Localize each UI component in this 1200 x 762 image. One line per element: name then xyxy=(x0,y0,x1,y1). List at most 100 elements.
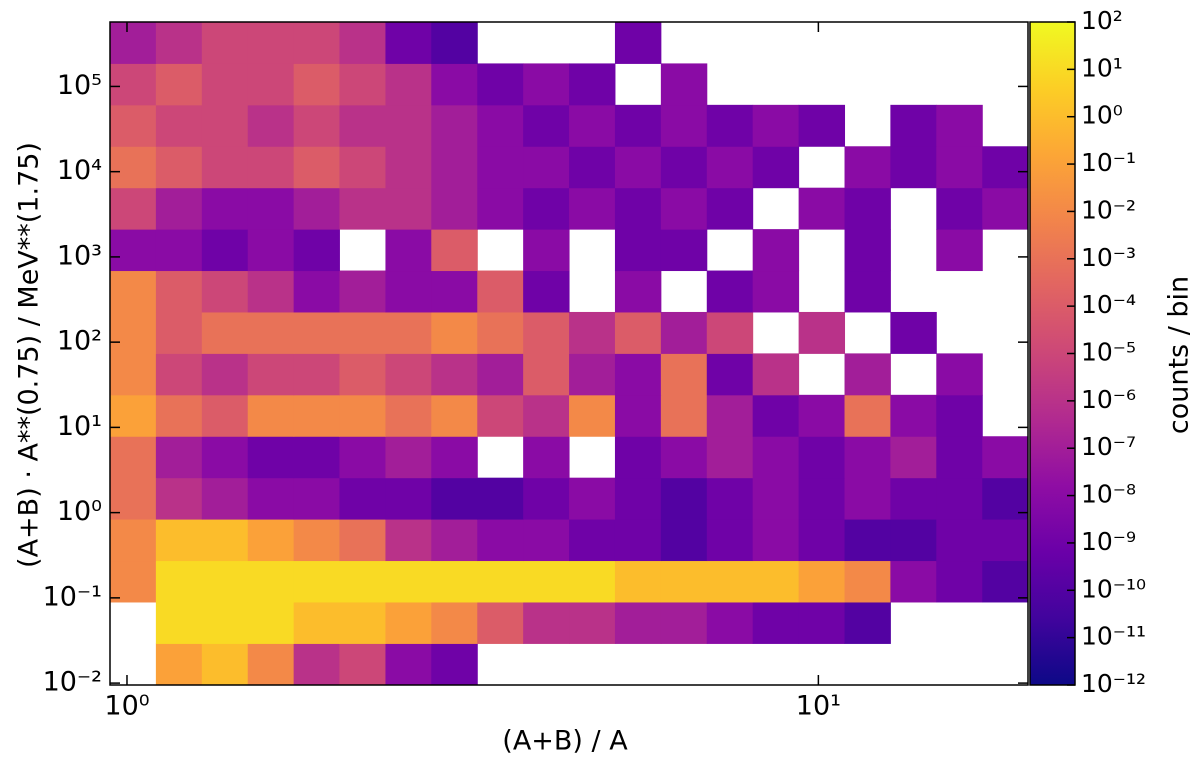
heatmap-cell xyxy=(523,146,570,189)
heatmap-cell xyxy=(936,104,983,147)
heatmap-cell xyxy=(890,104,937,147)
heatmap-cell xyxy=(706,394,754,437)
heatmap-cell xyxy=(982,436,1029,479)
heatmap-cell xyxy=(569,394,616,437)
heatmap-cell xyxy=(614,104,662,147)
heatmap-cell xyxy=(660,311,708,354)
heatmap-cell xyxy=(247,229,295,272)
heatmap-cell xyxy=(523,63,570,106)
heatmap-cell xyxy=(385,477,432,520)
x-tick-label: 10⁰ xyxy=(104,691,149,722)
heatmap-cell xyxy=(155,146,203,189)
heatmap-cell xyxy=(844,601,891,644)
heatmap-cell xyxy=(155,270,203,313)
heatmap-cell xyxy=(201,436,249,479)
heatmap-cell xyxy=(752,560,800,603)
heatmap-cell xyxy=(110,353,157,396)
heatmap-cell xyxy=(293,104,340,147)
heatmap-cell xyxy=(706,601,754,644)
plot-frame xyxy=(109,21,1029,686)
heatmap-cell xyxy=(844,353,891,396)
heatmap-cell xyxy=(890,146,937,189)
y-tick-label: 10⁵ xyxy=(57,70,102,101)
heatmap-cell xyxy=(293,477,340,520)
heatmap-cell xyxy=(523,477,570,520)
heatmap-cell xyxy=(660,187,708,230)
heatmap-cell xyxy=(339,311,386,354)
heatmap-cell xyxy=(247,394,295,437)
heatmap-cell xyxy=(431,22,478,64)
heatmap-cell xyxy=(798,311,846,354)
heatmap-cell xyxy=(110,63,157,106)
colorbar-tick-label: 10⁻¹² xyxy=(1081,669,1146,698)
heatmap-cell xyxy=(293,270,340,313)
y-tick-label: 10⁰ xyxy=(57,496,102,527)
heatmap-cell xyxy=(752,229,800,272)
heatmap-cell xyxy=(660,353,708,396)
heatmap-cell xyxy=(844,229,891,272)
heatmap-cell xyxy=(431,63,478,106)
heatmap-cell xyxy=(523,187,570,230)
heatmap-cell xyxy=(431,477,478,520)
heatmap-cell xyxy=(201,104,249,147)
heatmap-cell xyxy=(201,270,249,313)
heatmap-cell xyxy=(385,601,432,644)
heatmap-cell xyxy=(477,146,524,189)
heatmap-cell xyxy=(431,601,478,644)
heatmap-cell xyxy=(339,519,386,562)
heatmap-cell xyxy=(477,601,524,644)
heatmap-cell xyxy=(339,643,386,686)
heatmap-cell xyxy=(569,311,616,354)
heatmap-cell xyxy=(110,187,157,230)
heatmap-cell xyxy=(844,477,891,520)
heatmap-cell xyxy=(798,104,846,147)
heatmap-cell xyxy=(752,477,800,520)
colorbar-tick-label: 10⁻⁸ xyxy=(1081,480,1136,509)
heatmap-cell xyxy=(798,519,846,562)
heatmap-cell xyxy=(982,187,1029,230)
heatmap-cell xyxy=(247,436,295,479)
heatmap-cell xyxy=(293,601,340,644)
heatmap-cell xyxy=(385,394,432,437)
heatmap-cell xyxy=(660,63,708,106)
heatmap-cell xyxy=(431,270,478,313)
colorbar-label: counts / bin xyxy=(1164,276,1195,434)
heatmap-cell xyxy=(798,187,846,230)
colorbar-tick-label: 10⁻¹ xyxy=(1081,148,1136,177)
y-axis-label: (A+B) · A**(0.75) / MeV**(1.75) xyxy=(14,142,45,568)
heatmap-cell xyxy=(201,187,249,230)
heatmap-cell xyxy=(201,63,249,106)
heatmap-cell xyxy=(155,63,203,106)
heatmap-cell xyxy=(706,146,754,189)
heatmap-cell xyxy=(431,146,478,189)
heatmap-cell xyxy=(523,519,570,562)
heatmap-cell xyxy=(293,394,340,437)
heatmap-cell xyxy=(706,477,754,520)
heatmap-cell xyxy=(155,187,203,230)
heatmap-cell xyxy=(247,477,295,520)
heatmap-cell xyxy=(523,560,570,603)
heatmap-cell xyxy=(385,270,432,313)
heatmap-cell xyxy=(293,146,340,189)
heatmap-cell xyxy=(752,394,800,437)
heatmap-cell xyxy=(844,187,891,230)
heatmap-cell xyxy=(155,104,203,147)
heatmap-cell xyxy=(936,477,983,520)
heatmap-cell xyxy=(431,436,478,479)
heatmap-cell xyxy=(110,104,157,147)
heatmap-cell xyxy=(110,311,157,354)
heatmap-cell xyxy=(660,601,708,644)
heatmap-cell xyxy=(523,104,570,147)
heatmap-cell xyxy=(477,270,524,313)
heatmap-cell xyxy=(660,519,708,562)
heatmap-cell xyxy=(155,519,203,562)
heatmap-cell xyxy=(477,519,524,562)
heatmap-cell xyxy=(660,477,708,520)
x-tick-label: 10¹ xyxy=(796,691,841,722)
colorbar-tick-label: 10⁻³ xyxy=(1081,243,1136,272)
heatmap-cell xyxy=(155,353,203,396)
heatmap-cell xyxy=(339,436,386,479)
heatmap-cell xyxy=(155,394,203,437)
heatmap-cell xyxy=(614,146,662,189)
heatmap-cell xyxy=(890,394,937,437)
